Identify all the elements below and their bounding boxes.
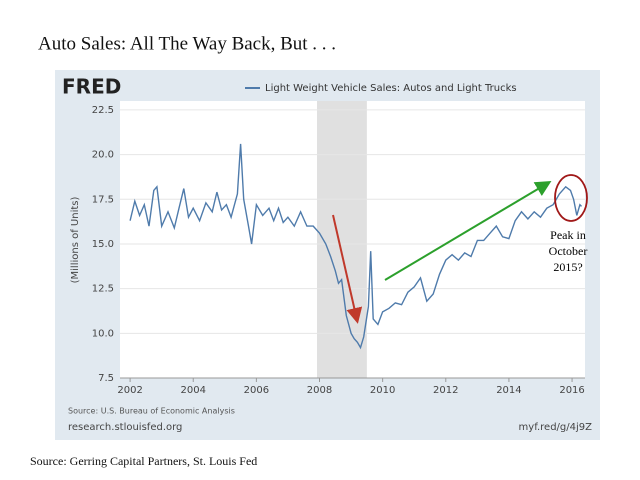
source: Source: U.S. Bureau of Economic Analysis: [68, 407, 235, 416]
x-tick-label: 2014: [496, 385, 521, 396]
legend-label: Light Weight Vehicle Sales: Autos and Li…: [265, 83, 517, 94]
y-tick-label: 15.0: [92, 239, 114, 250]
x-tick-label: 2010: [370, 385, 395, 396]
x-tick-label: 2008: [307, 385, 332, 396]
annotation: 2015?: [553, 260, 582, 274]
x-tick-label: 2016: [559, 385, 584, 396]
recession-band: [316, 101, 367, 378]
footer: Source: Gerring Capital Partners, St. Lo…: [30, 454, 257, 468]
arrow-down: [332, 214, 363, 324]
arrow-up: [384, 180, 552, 281]
y-axis-label: (Millions of Units): [70, 197, 81, 284]
x-tick-label: 2012: [433, 385, 458, 396]
x-tick-label: 2004: [181, 385, 206, 396]
y-tick-label: 10.0: [92, 328, 114, 339]
site: research.stlouisfed.org: [68, 422, 182, 433]
link: myf.red/g/4j9Z: [519, 422, 593, 433]
logo: FRED: [62, 75, 121, 99]
y-tick-label: 17.5: [92, 194, 114, 205]
series-line: [129, 143, 583, 350]
annotation: October: [549, 244, 588, 258]
y-tick-label: 12.5: [92, 284, 114, 295]
y-tick-label: 20.0: [92, 150, 114, 161]
annotation: Peak in: [550, 228, 586, 242]
y-tick-label: 22.5: [92, 105, 114, 116]
peak-circle: [554, 174, 588, 222]
x-tick-label: 2006: [244, 385, 269, 396]
x-tick-label: 2002: [117, 385, 142, 396]
page-title: Auto Sales: All The Way Back, But . . .: [38, 33, 336, 54]
y-tick-label: 7.5: [98, 373, 114, 384]
